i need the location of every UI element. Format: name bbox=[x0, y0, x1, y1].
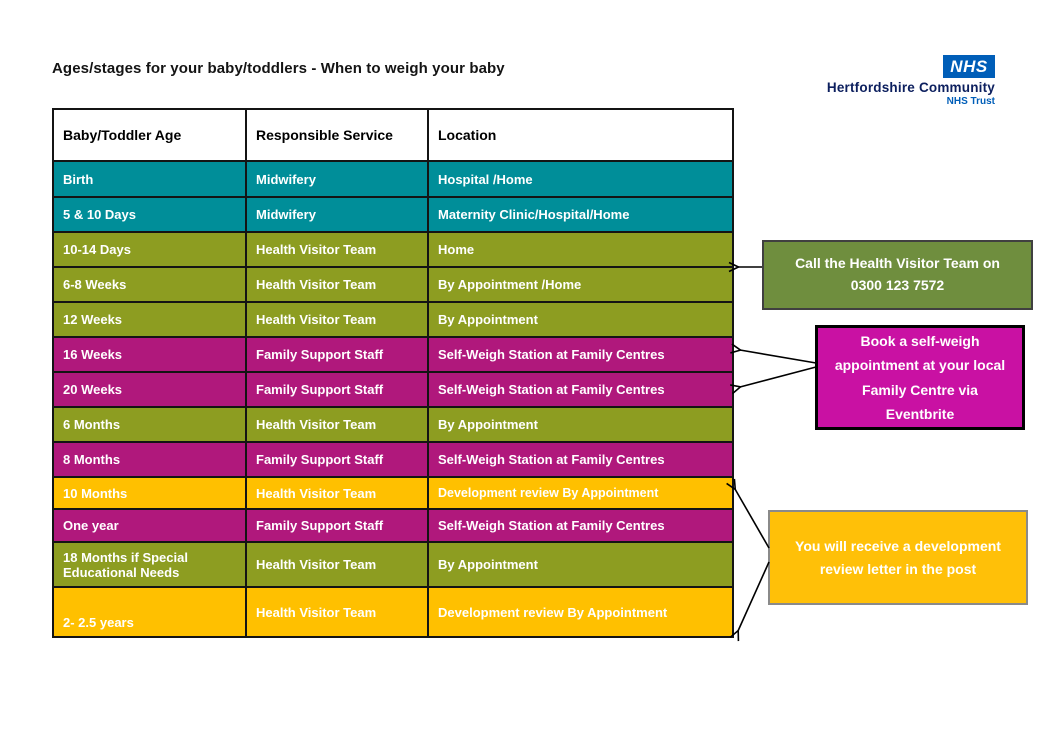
cell-age: 16 Weeks bbox=[52, 336, 247, 373]
table-row: 8 Months Family Support Staff Self-Weigh S… bbox=[52, 441, 734, 478]
cell-location: Self-Weigh Station at Family Centres bbox=[427, 371, 734, 408]
arrow-dev-review-10-months bbox=[726, 478, 770, 549]
cell-age: Birth bbox=[52, 160, 247, 198]
arrow-self-weigh-16-weeks bbox=[730, 343, 817, 364]
cell-service: Health Visitor Team bbox=[245, 476, 429, 510]
callout-health-visitor: Call the Health Visitor Team on 0300 123… bbox=[762, 240, 1033, 310]
cell-location: By Appointment bbox=[427, 301, 734, 338]
callout-self-weigh: Book a self-weigh appointment at your lo… bbox=[815, 325, 1025, 430]
cell-location: Maternity Clinic/Hospital/Home bbox=[427, 196, 734, 233]
cell-location: By Appointment bbox=[427, 541, 734, 588]
table-row: 18 Months if Special Educational Needs He… bbox=[52, 541, 734, 588]
cell-location: Self-Weigh Station at Family Centres bbox=[427, 336, 734, 373]
cell-location: Self-Weigh Station at Family Centres bbox=[427, 441, 734, 478]
cell-service: Family Support Staff bbox=[245, 441, 429, 478]
cell-service: Health Visitor Team bbox=[245, 231, 429, 268]
cell-age: 8 Months bbox=[52, 441, 247, 478]
cell-location: Development review By Appointment bbox=[427, 586, 734, 638]
table-header: Baby/Toddler Age Responsible Service Loc… bbox=[52, 108, 734, 162]
table-row: 5 & 10 Days Midwifery Maternity Clinic/Hos… bbox=[52, 196, 734, 233]
cell-location: By Appointment /Home bbox=[427, 266, 734, 303]
header-row: Baby/Toddler Age Responsible Service Loc… bbox=[52, 108, 734, 162]
cell-service: Health Visitor Team bbox=[245, 586, 429, 638]
nhs-logo: NHS Hertfordshire Community NHS Trust bbox=[795, 55, 995, 107]
cell-location: Home bbox=[427, 231, 734, 268]
cell-location: Hospital /Home bbox=[427, 160, 734, 198]
nhs-trust-label: NHS Trust bbox=[946, 96, 995, 107]
cell-service: Midwifery bbox=[245, 160, 429, 198]
weigh-schedule-table: Baby/Toddler Age Responsible Service Loc… bbox=[52, 108, 734, 638]
cell-location: By Appointment bbox=[427, 406, 734, 443]
header-location: Location bbox=[427, 108, 734, 162]
cell-service: Family Support Staff bbox=[245, 371, 429, 408]
table-row: 16 Weeks Family Support Staff Self-Weigh S… bbox=[52, 336, 734, 373]
table-row: 6 Months Health Visitor Team By Appointmen… bbox=[52, 406, 734, 443]
cell-service: Midwifery bbox=[245, 196, 429, 233]
table-row: 10-14 Days Health Visitor Team Home bbox=[52, 231, 734, 268]
table-row: 20 Weeks Family Support Staff Self-Weigh S… bbox=[52, 371, 734, 408]
table-row: Birth Midwifery Hospital /Home bbox=[52, 160, 734, 198]
header-age: Baby/Toddler Age bbox=[52, 108, 247, 162]
cell-age: 12 Weeks bbox=[52, 301, 247, 338]
cell-age: 5 & 10 Days bbox=[52, 196, 247, 233]
arrow-dev-review-2-years bbox=[729, 561, 770, 642]
cell-service: Health Visitor Team bbox=[245, 541, 429, 588]
cell-age: 6-8 Weeks bbox=[52, 266, 247, 303]
cell-service: Health Visitor Team bbox=[245, 266, 429, 303]
arrow-self-weigh-20-weeks bbox=[730, 366, 817, 395]
cell-service: Health Visitor Team bbox=[245, 301, 429, 338]
nhs-logo-mark: NHS bbox=[943, 55, 995, 78]
cell-age: One year bbox=[52, 508, 247, 543]
table-row: One year Family Support Staff Self-Weigh S… bbox=[52, 508, 734, 543]
table-row: 12 Weeks Health Visitor Team By Appointmen… bbox=[52, 301, 734, 338]
cell-location: Self-Weigh Station at Family Centres bbox=[427, 508, 734, 543]
table-row: 2- 2.5 years Health Visitor Team Developme… bbox=[52, 586, 734, 638]
nhs-org-name: Hertfordshire Community bbox=[826, 80, 995, 95]
page-title: Ages/stages for your baby/toddlers - Whe… bbox=[52, 60, 505, 77]
cell-service: Health Visitor Team bbox=[245, 406, 429, 443]
cell-age: 2- 2.5 years bbox=[52, 586, 247, 638]
cell-service: Family Support Staff bbox=[245, 336, 429, 373]
table-row: 10 Months Health Visitor Team Development … bbox=[52, 476, 734, 510]
cell-age: 10 Months bbox=[52, 476, 247, 510]
cell-location: Development review By Appointment bbox=[427, 476, 734, 510]
table-row: 6-8 Weeks Health Visitor Team By Appointme… bbox=[52, 266, 734, 303]
callout-development-review: You will receive a development review le… bbox=[768, 510, 1028, 605]
cell-age: 20 Weeks bbox=[52, 371, 247, 408]
table-body: Birth Midwifery Hospital /Home 5 & 10 Days M… bbox=[52, 160, 734, 638]
header-service: Responsible Service bbox=[245, 108, 429, 162]
cell-age: 6 Months bbox=[52, 406, 247, 443]
cell-age: 18 Months if Special Educational Needs bbox=[52, 541, 247, 588]
cell-service: Family Support Staff bbox=[245, 508, 429, 543]
cell-age: 10-14 Days bbox=[52, 231, 247, 268]
